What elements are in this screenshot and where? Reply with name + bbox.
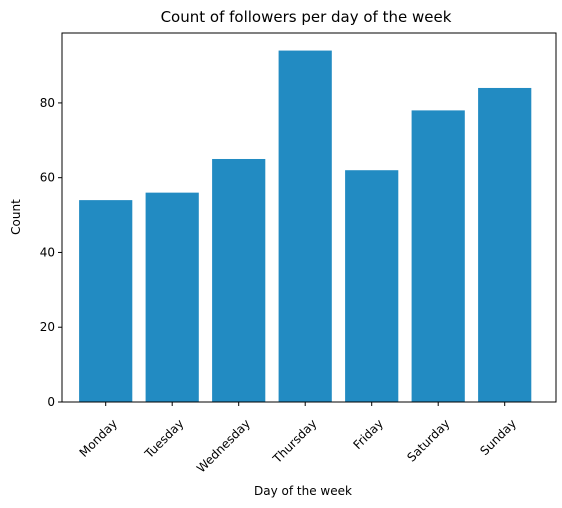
bar-friday <box>345 170 399 402</box>
y-tick-label: 80 <box>40 96 55 110</box>
bar-tuesday <box>145 192 199 402</box>
y-axis-label: Count <box>9 199 23 235</box>
y-tick-label: 0 <box>47 395 55 409</box>
y-tick-label: 60 <box>40 171 55 185</box>
x-tick-label: Wednesday <box>194 416 253 475</box>
bars-group <box>79 50 532 403</box>
x-tick-label: Saturday <box>404 416 452 464</box>
y-axis-ticks: 0 20 40 60 80 <box>40 96 62 409</box>
chart-title: Count of followers per day of the week <box>161 8 452 26</box>
x-tick-label: Friday <box>350 416 386 452</box>
plot-frame <box>61 32 557 403</box>
bar-saturday <box>411 110 465 402</box>
bar-monday <box>79 200 133 402</box>
x-axis-label: Day of the week <box>254 484 352 498</box>
x-tick-label: Monday <box>77 416 120 459</box>
x-axis-ticks: Monday Tuesday Wednesday Thursday Friday Satu… <box>77 402 519 475</box>
bar-sunday <box>478 87 532 403</box>
y-tick-label: 20 <box>40 320 55 334</box>
x-tick-label: Tuesday <box>141 416 186 461</box>
x-tick-label: Thursday <box>269 416 319 466</box>
x-tick-label: Sunday <box>477 416 519 458</box>
bar-thursday <box>278 50 332 402</box>
bar-wednesday <box>212 158 266 402</box>
y-tick-label: 40 <box>40 245 55 259</box>
